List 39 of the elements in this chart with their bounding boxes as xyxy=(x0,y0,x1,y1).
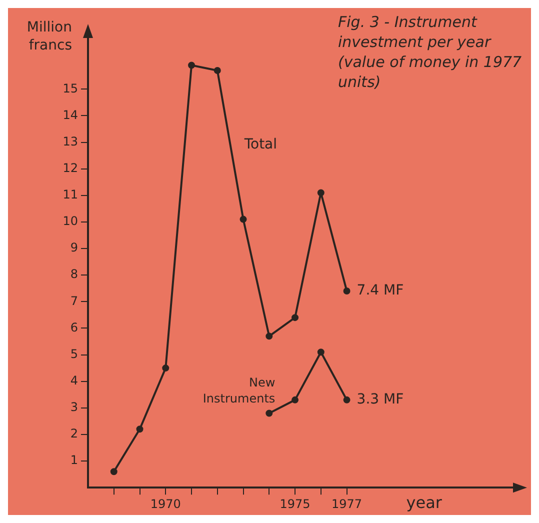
annotation: 3.3 MF xyxy=(356,392,404,408)
y-tick-label: 7 xyxy=(70,294,78,308)
y-tick-label: 13 xyxy=(62,134,78,148)
y-tick-label: 11 xyxy=(62,188,78,202)
x-tick-label: 1975 xyxy=(280,496,310,511)
series-label: New Instruments xyxy=(202,375,276,406)
point xyxy=(317,189,324,196)
y-tick-label: 5 xyxy=(70,346,78,361)
y-tick-label: 3 xyxy=(70,400,78,414)
y-tick-label: 9 xyxy=(70,240,78,255)
point xyxy=(266,332,273,340)
y-axis-title: Million francs xyxy=(26,20,72,54)
point xyxy=(266,410,273,417)
series-label: Total xyxy=(243,136,278,153)
y-tick-label: 15 xyxy=(62,81,78,96)
y-tick-label: 8 xyxy=(70,267,78,282)
y-tick-label: 1 xyxy=(70,453,78,468)
point xyxy=(343,288,350,295)
y-tick-label: 4 xyxy=(70,373,78,388)
point xyxy=(317,348,324,356)
point xyxy=(110,468,118,476)
point xyxy=(136,426,144,433)
annotation: 7.4 MF xyxy=(356,282,404,299)
y-tick-label: 2 xyxy=(70,426,78,441)
point xyxy=(240,216,247,223)
x-tick-label: 1977 xyxy=(332,496,362,511)
y-tick-label: 10 xyxy=(62,214,78,228)
point xyxy=(292,314,299,322)
point xyxy=(162,364,170,372)
text: Fig. 3 - Instrument investment per year (value of money in 1977 units) xyxy=(338,12,523,92)
point xyxy=(292,396,299,404)
point xyxy=(214,67,221,74)
x-tick-label: 1970 xyxy=(150,496,181,511)
y-tick-label: 12 xyxy=(62,160,78,175)
y-tick-label: 14 xyxy=(62,108,78,122)
point xyxy=(343,396,350,404)
x-axis-title: year xyxy=(406,492,442,512)
y-tick-label: 6 xyxy=(70,320,78,334)
point xyxy=(188,62,196,69)
